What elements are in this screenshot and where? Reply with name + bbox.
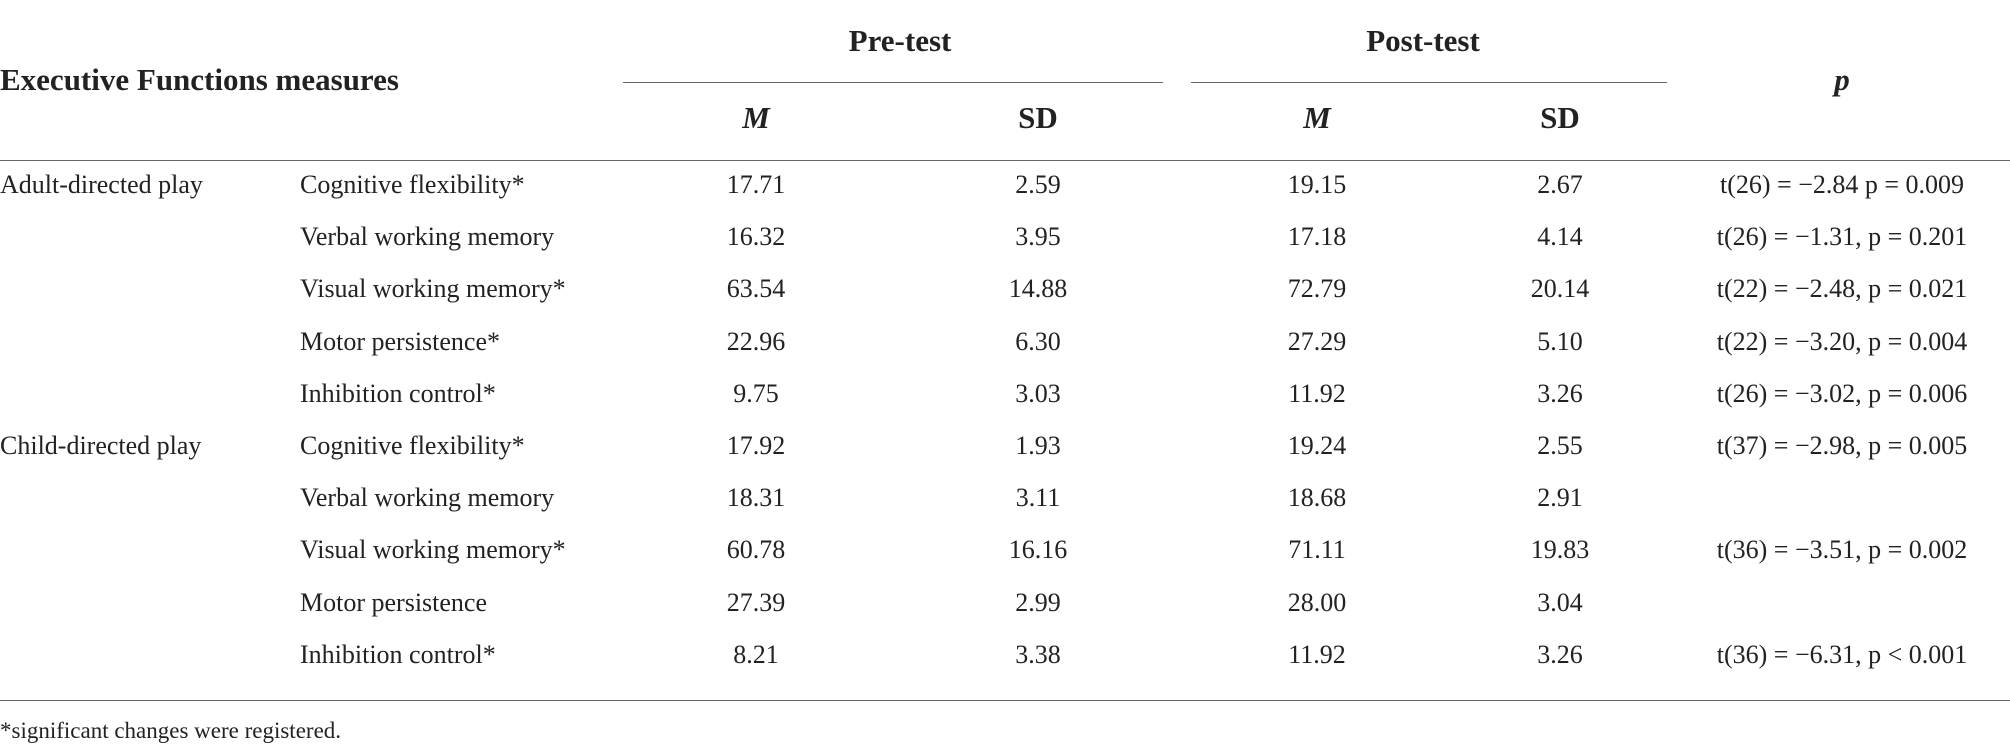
pre-m: 9.75 [733,378,779,408]
p-value: t(37) = −2.98, p = 0.005 [1716,431,1968,460]
header-p: p [1834,62,1850,97]
p-value: t(36) = −6.31, p < 0.001 [1716,639,1968,669]
pre-m: 22.96 [726,326,786,356]
pre-sd: 2.99 [1015,587,1061,617]
post-m: 18.68 [1287,483,1347,513]
measure: Motor persistence [300,587,488,617]
pre-sd: 3.03 [1015,378,1061,408]
pre-m: 17.71 [726,170,786,199]
bottom-rule [0,700,2010,701]
header-post-sd: SD [1540,100,1580,135]
measure: Visual working memory* [300,535,566,565]
post-m: 11.92 [1288,639,1346,669]
pre-m: 63.54 [726,274,786,304]
header-pre: Pre-test [848,23,952,58]
post-sd: 3.04 [1537,587,1583,617]
header-rule [0,160,2010,161]
pre-sd: 14.88 [1008,274,1068,304]
pre-sd: 2.59 [1015,170,1061,199]
pre-m: 17.92 [726,431,786,460]
post-m: 28.00 [1287,587,1347,617]
header-post: Post-test [1366,23,1480,58]
header-pre-m: M [742,100,770,135]
measure: Inhibition control* [300,639,496,669]
pre-sd: 6.30 [1015,326,1061,356]
post-sd: 2.91 [1537,483,1583,513]
post-m: 72.79 [1287,274,1347,304]
measure: Verbal working memory [300,483,555,513]
pre-sd: 3.11 [1015,483,1061,513]
p-value: t(36) = −3.51, p = 0.002 [1716,535,1968,565]
pre-m: 27.39 [726,587,786,617]
p-value: t(26) = −3.02, p = 0.006 [1716,378,1968,408]
measure: Inhibition control* [300,378,496,408]
measure: Cognitive flexibility* [300,431,525,460]
pre-sd: 3.95 [1015,222,1061,252]
group-name: Adult-directed play [0,170,203,199]
pre-sd: 1.93 [1015,431,1061,460]
pre-sd: 3.38 [1015,639,1061,669]
pre-sd: 16.16 [1008,535,1068,565]
post-rule [1191,82,1667,83]
p-value: t(22) = −3.20, p = 0.004 [1716,326,1968,356]
post-sd: 4.14 [1537,222,1583,252]
measure: Cognitive flexibility* [300,170,525,199]
post-sd: 3.26 [1537,639,1583,669]
p-value: t(26) = −2.84 p = 0.009 [1719,170,1965,199]
post-m: 71.11 [1288,535,1346,565]
post-m: 27.29 [1287,326,1347,356]
header-pre-sd: SD [1018,100,1058,135]
post-m: 19.15 [1287,170,1347,199]
measure: Visual working memory* [300,274,566,304]
pre-m: 16.32 [726,222,786,252]
post-m: 11.92 [1288,378,1346,408]
footnote: *significant changes were registered. [0,718,342,743]
post-sd: 2.55 [1537,431,1583,460]
measure: Verbal working memory [300,222,555,252]
post-sd: 3.26 [1537,378,1583,408]
post-m: 19.24 [1287,431,1347,460]
p-value: t(22) = −2.48, p = 0.021 [1716,274,1968,304]
measure: Motor persistence* [300,326,501,356]
header-post-m: M [1303,100,1331,135]
post-sd: 2.67 [1537,170,1583,199]
pre-m: 18.31 [726,483,786,513]
post-sd: 5.10 [1537,326,1583,356]
pre-rule [623,82,1163,83]
pre-m: 60.78 [726,535,786,565]
post-sd: 19.83 [1530,535,1590,565]
p-value: t(26) = −1.31, p = 0.201 [1716,222,1968,252]
group-name: Child-directed play [0,431,202,460]
post-m: 17.18 [1287,222,1347,252]
header-measures: Executive Functions measures [0,62,399,97]
post-sd: 20.14 [1530,274,1590,304]
pre-m: 8.21 [733,639,779,669]
